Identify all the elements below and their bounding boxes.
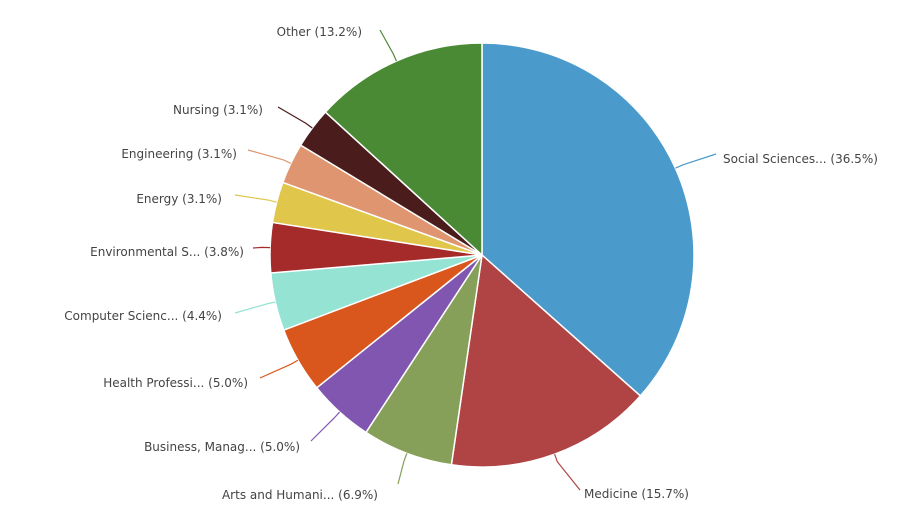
slice-label-environmental-s: Environmental S... (3.8%)	[90, 245, 244, 259]
slice-label-health-professi: Health Professi... (5.0%)	[103, 376, 248, 390]
slice-label-business-manag: Business, Manag... (5.0%)	[144, 440, 300, 454]
leader-line-social-sciences	[675, 153, 717, 169]
leader-line-energy	[234, 194, 277, 203]
slice-labels: Social Sciences... (36.5%) Medicine (15.7…	[64, 25, 878, 502]
pie-slices	[269, 42, 695, 468]
leader-line-computer-scienc	[234, 301, 276, 314]
leader-line-health-professi	[259, 359, 299, 379]
pie-slice-medicine[interactable]	[450, 253, 642, 468]
slice-label-nursing: Nursing (3.1%)	[173, 103, 263, 117]
slice-label-engineering: Engineering (3.1%)	[121, 147, 237, 161]
leader-lines	[234, 29, 717, 491]
slice-label-energy: Energy (3.1%)	[136, 192, 222, 206]
slice-label-social-sciences: Social Sciences... (36.5%)	[723, 152, 878, 166]
leader-line-business-manag	[310, 411, 341, 442]
leader-line-other	[379, 29, 397, 62]
pie-slice-other[interactable]	[324, 42, 483, 257]
leader-line-nursing	[277, 106, 313, 129]
slice-label-medicine: Medicine (15.7%)	[584, 487, 689, 501]
leader-line-environmental-s	[252, 246, 271, 249]
slice-label-computer-scienc: Computer Scienc... (4.4%)	[64, 309, 222, 323]
leader-line-medicine	[554, 453, 581, 491]
slice-label-arts-and-humani: Arts and Humani... (6.9%)	[222, 488, 378, 502]
slice-label-other: Other (13.2%)	[277, 25, 362, 39]
leader-line-arts-and-humani	[397, 453, 408, 485]
leader-line-engineering	[247, 149, 292, 164]
pie-slice-social-sciences[interactable]	[481, 42, 695, 397]
